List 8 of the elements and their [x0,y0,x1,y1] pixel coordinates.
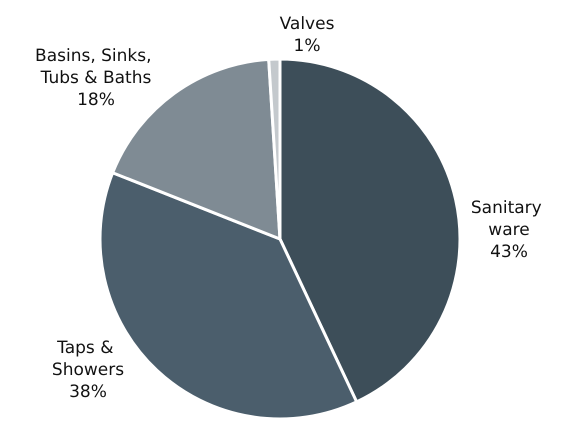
slice-label: Sanitary ware [470,198,548,240]
data-label: 1% [294,36,320,56]
data-label: 38% [69,382,107,402]
slice-label: Valves [280,14,335,34]
data-label: 18% [77,90,115,110]
slice-label: Basins, Sinks, Tubs & Baths [35,46,157,88]
data-label: 43% [490,242,528,262]
slice-label: Taps & Showers [52,338,124,380]
